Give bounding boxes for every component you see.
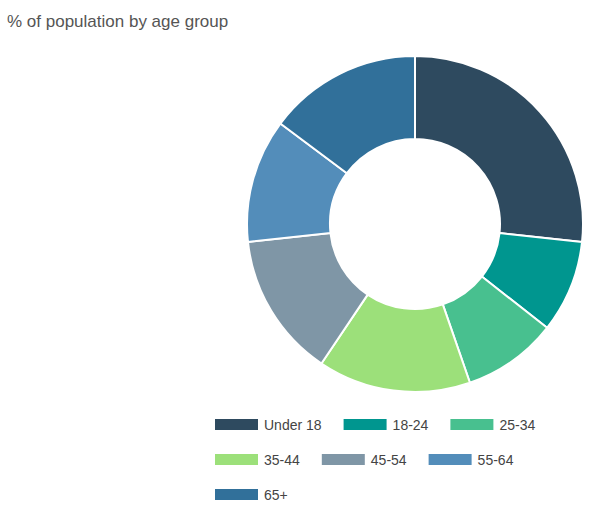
svg-text:55-64: 55-64 [478,452,514,468]
svg-text:25-34: 25-34 [499,417,535,433]
svg-text:45-54: 45-54 [371,452,407,468]
svg-text:65+: 65+ [264,487,288,503]
svg-text:35-44: 35-44 [264,452,300,468]
svg-text:18-24: 18-24 [393,417,429,433]
svg-text:Under 18: Under 18 [264,417,322,433]
svg-text:% of population by age group: % of population by age group [7,12,228,31]
